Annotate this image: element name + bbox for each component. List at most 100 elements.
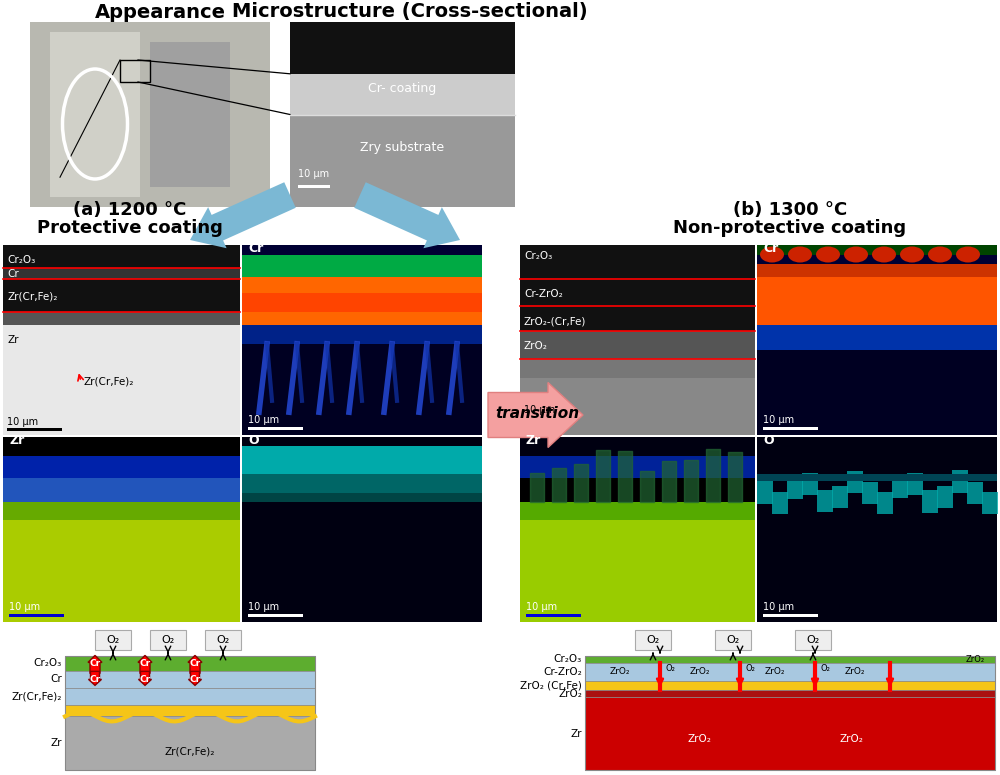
FancyArrow shape [88,671,102,685]
Bar [3,456,240,477]
Bar [95,630,131,650]
Text: Zr: Zr [526,434,541,447]
Bar [3,477,240,501]
Bar [892,476,908,498]
Bar [520,245,755,435]
Text: ZrO₂: ZrO₂ [765,667,785,677]
Ellipse shape [872,246,896,263]
Text: O₂: O₂ [161,635,175,645]
Bar [907,473,923,495]
Text: O: O [763,434,774,447]
Bar [520,437,755,456]
Bar [242,474,482,492]
Text: 10 μm: 10 μm [526,602,557,612]
Text: Cr-ZrO₂: Cr-ZrO₂ [524,289,563,299]
Text: transition: transition [495,405,579,421]
Text: O₂: O₂ [646,635,660,645]
Bar [7,429,62,432]
Bar [248,427,303,429]
Text: Zr: Zr [570,728,582,739]
Text: Cr₂O₃: Cr₂O₃ [34,659,62,668]
Bar [922,491,938,512]
Bar [3,245,240,435]
Bar [65,656,315,671]
Text: Cr-ZrO₂: Cr-ZrO₂ [543,667,582,677]
Bar [952,470,968,493]
Ellipse shape [788,246,812,263]
Text: ZrO₂: ZrO₂ [965,655,985,664]
Text: 10 μm: 10 μm [248,602,279,612]
Text: Protective coating: Protective coating [37,219,223,237]
Bar [772,492,788,515]
FancyArrow shape [188,656,202,673]
Bar [242,492,482,501]
Bar [290,74,515,115]
Text: 10 μm: 10 μm [298,169,330,179]
Bar [524,417,579,420]
Bar [585,697,995,770]
Bar [585,691,995,697]
Bar [520,437,755,622]
FancyArrow shape [138,656,152,673]
Bar [3,501,240,520]
Text: Zry substrate: Zry substrate [360,141,445,154]
Text: Zr(Cr,Fe)₂: Zr(Cr,Fe)₂ [83,377,133,387]
Bar [3,268,240,279]
Text: Zr(Cr,Fe)₂: Zr(Cr,Fe)₂ [165,746,215,756]
Text: 10 μm: 10 μm [9,602,40,612]
Bar [298,184,330,188]
Bar [757,277,997,325]
Ellipse shape [928,246,952,263]
Text: ZrO₂ (Cr,Fe): ZrO₂ (Cr,Fe) [520,680,582,691]
Bar [248,614,303,617]
Bar [526,614,581,617]
Bar [757,325,997,350]
Text: Cr: Cr [50,674,62,684]
Bar [3,312,240,325]
Text: (a) 1200 °C: (a) 1200 °C [73,201,187,219]
Bar [242,446,482,474]
Bar [877,492,893,515]
Text: Cr: Cr [763,243,778,255]
Text: ZrO₂: ZrO₂ [688,733,712,743]
Text: Zr(Cr,Fe)₂: Zr(Cr,Fe)₂ [7,291,57,301]
Bar [585,656,995,770]
Text: ZrO₂: ZrO₂ [840,733,863,743]
Text: Cr₂O₃: Cr₂O₃ [7,255,35,265]
Bar [982,492,998,515]
Ellipse shape [900,246,924,263]
Text: Cr: Cr [189,659,201,668]
Bar [757,474,997,481]
Text: Cr: Cr [139,659,151,668]
Bar [585,663,995,681]
Text: 10 μm: 10 μm [763,415,794,425]
Text: ZrO₂: ZrO₂ [845,667,865,677]
Text: Cr₂O₃: Cr₂O₃ [524,251,552,261]
Ellipse shape [760,246,784,263]
Text: O₂: O₂ [726,635,740,645]
Bar [757,437,997,622]
Bar [937,486,953,508]
Text: Zr: Zr [50,739,62,748]
Text: 10 μm: 10 μm [524,405,555,415]
FancyArrow shape [488,383,583,447]
Ellipse shape [816,246,840,263]
Text: Cr₂O₃: Cr₂O₃ [554,654,582,664]
Text: O₂: O₂ [106,635,120,645]
Text: Appearance: Appearance [94,2,226,22]
Bar [802,473,818,495]
Bar [205,630,241,650]
FancyArrow shape [188,671,202,685]
Text: O₂: O₂ [820,664,830,673]
Text: ZrO₂: ZrO₂ [558,689,582,698]
Bar [150,630,186,650]
Bar [757,481,773,504]
Bar [120,60,150,82]
Text: Cr- coating: Cr- coating [368,82,437,95]
Bar [242,344,482,435]
Text: Cr: Cr [7,270,19,280]
Text: O₂: O₂ [806,635,820,645]
Bar [757,245,997,435]
Bar [757,350,997,435]
Bar [520,330,755,359]
